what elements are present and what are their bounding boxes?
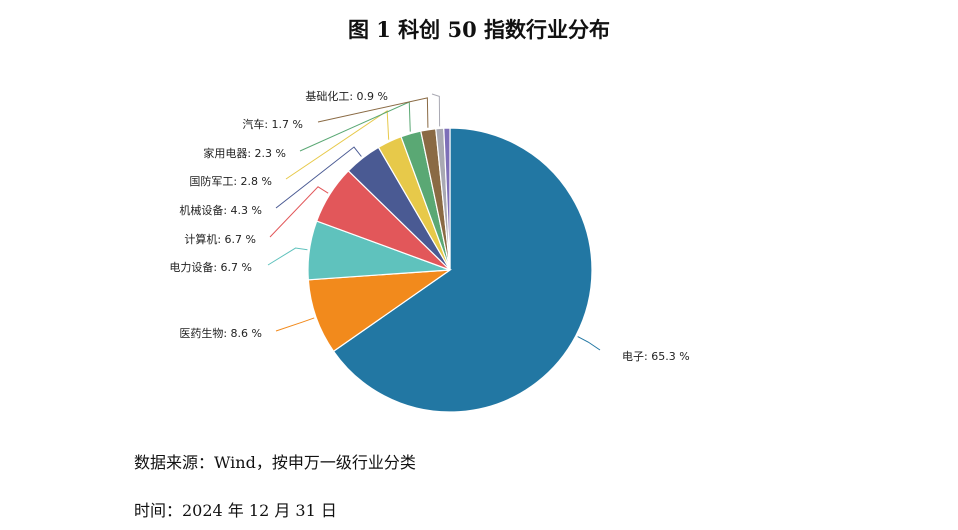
date-note: 时间：2024 年 12 月 31 日 — [134, 501, 337, 520]
data-label: 家用电器: 2.3 % — [203, 146, 286, 160]
pie-chart: 电子: 65.3 % 医药生物: 8.6 % 电力设备: 6.7 % 计算机: 6.7… — [169, 89, 690, 413]
chart-title: 图 1 科创 50 指数行业分布 — [347, 17, 611, 42]
data-label: 计算机: 6.7 % — [184, 232, 256, 246]
source-note: 数据来源：Wind，按申万一级行业分类 — [134, 453, 416, 472]
data-label: 汽车: 1.7 % — [242, 117, 303, 131]
leader-line — [269, 186, 329, 238]
leader-line — [317, 97, 429, 128]
data-label: 医药生物: 8.6 % — [179, 326, 262, 340]
leader-line — [275, 317, 315, 332]
data-label: 国防军工: 2.8 % — [189, 174, 272, 188]
data-label: 电子: 65.3 % — [622, 350, 690, 363]
leader-line — [431, 93, 441, 127]
pie-slice-other — [443, 127, 451, 271]
leader-line — [285, 109, 390, 180]
leader-line — [275, 146, 362, 209]
leader-line — [267, 247, 308, 266]
data-label: 电力设备: 6.7 % — [169, 260, 252, 274]
leader-line — [577, 336, 601, 351]
data-label: 机械设备: 4.3 % — [179, 203, 262, 217]
pie-slice-电子 — [332, 127, 593, 413]
data-label: 基础化工: 0.9 % — [305, 89, 388, 103]
